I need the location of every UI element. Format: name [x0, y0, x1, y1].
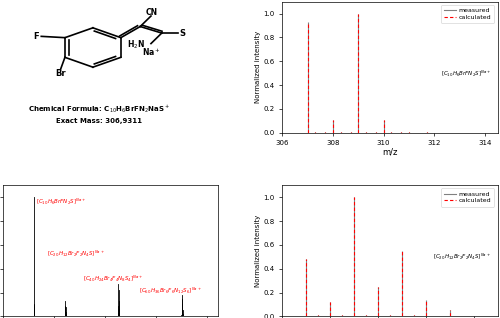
Y-axis label: Normalized intensity: Normalized intensity: [254, 31, 260, 103]
Text: $[C_{60}H_{36}Br_6F_6N_{12}S_6]^{Na+}$: $[C_{60}H_{36}Br_6F_6N_{12}S_6]^{Na+}$: [139, 286, 202, 296]
Y-axis label: Normalized intensity: Normalized intensity: [254, 215, 260, 287]
Legend: measured, calculated: measured, calculated: [440, 188, 494, 207]
Text: CN: CN: [146, 8, 158, 17]
Text: Na$^+$: Na$^+$: [142, 46, 161, 58]
Legend: measured, calculated: measured, calculated: [440, 5, 494, 23]
Text: Exact Mass: 306,9311: Exact Mass: 306,9311: [56, 118, 142, 124]
Text: H$_2$N: H$_2$N: [126, 38, 144, 51]
Text: $[C_{20}H_{12}Br_2F_2N_4S]^{Na+}$: $[C_{20}H_{12}Br_2F_2N_4S]^{Na+}$: [433, 252, 491, 262]
Text: $[C_{10}H_6BrFN_2S]^{Na+}$: $[C_{10}H_6BrFN_2S]^{Na+}$: [36, 197, 86, 207]
Text: S: S: [179, 29, 185, 38]
X-axis label: m/z: m/z: [382, 148, 398, 157]
Text: $[C_{20}H_{12}Br_2F_2N_4S]^{Na+}$: $[C_{20}H_{12}Br_2F_2N_4S]^{Na+}$: [46, 249, 104, 259]
Text: F: F: [33, 32, 38, 41]
Text: $[C_{40}H_{24}Br_4F_4N_8S_4]^{Na+}$: $[C_{40}H_{24}Br_4F_4N_8S_4]^{Na+}$: [84, 274, 144, 285]
Text: $[C_{10}H_6BrFN_2S]^{Na+}$: $[C_{10}H_6BrFN_2S]^{Na+}$: [441, 69, 491, 79]
Text: Chemical Formula: C$_{10}$H$_6$BrFN$_2$NaS$^+$: Chemical Formula: C$_{10}$H$_6$BrFN$_2$N…: [28, 103, 171, 115]
Text: Br: Br: [56, 69, 66, 78]
